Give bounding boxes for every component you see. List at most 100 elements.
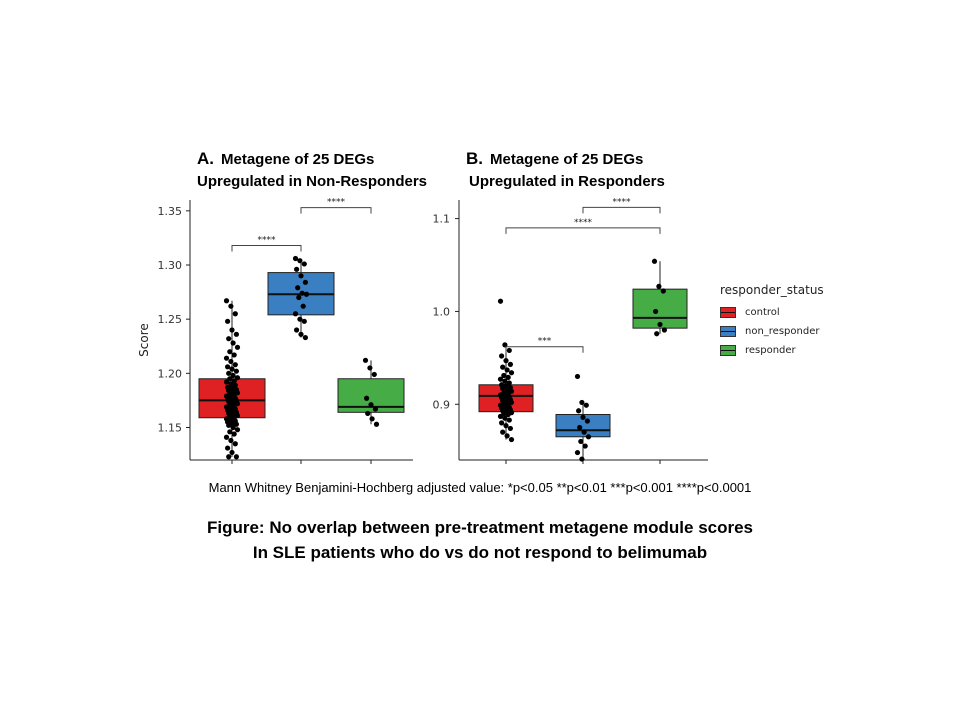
panel-a-point-non_responder [302,334,308,341]
panel-a-point-control [232,382,238,388]
panel-a-point-control [234,427,241,433]
panel-a-y-tick-label: 1.15 [158,422,183,435]
legend-label-responder: responder [745,345,796,356]
panel-b-significance-label: **** [574,218,593,228]
panel-b-point-control [504,433,510,439]
panel-a-y-tick-label: 1.30 [158,259,183,272]
panel-b-point-control [503,358,509,364]
panel-a-point-non_responder [295,285,301,291]
panel-a-point-control [230,340,236,346]
panel-b-letter: B. [466,149,483,168]
panel-b-point-non_responder [578,438,584,445]
panel-b-point-non_responder [577,424,583,431]
panel-a-point-control [227,349,233,355]
panel-b-point-non_responder [582,443,588,449]
panel-a-point-control [226,422,232,428]
panel-b-point-control [507,361,513,367]
panel-a-y-tick-label: 1.20 [158,367,183,380]
legend-item-control: control [720,303,824,322]
panel-a-title: A. Metagene of 25 DEGs Upregulated in Non… [197,148,427,193]
panel-a-point-non_responder [296,294,302,301]
caption-line1: Figure: No overlap between pre-treatment… [206,518,754,537]
legend-item-responder: responder [720,341,824,360]
panel-a-point-control [233,454,239,460]
significance-footnote: Mann Whitney Benjamini-Hochberg adjusted… [208,480,752,495]
panel-a-point-non_responder [301,261,307,267]
panel-a-point-control [232,362,238,368]
panel-a-point-responder [367,365,373,371]
panel-b-title-line1: Metagene of 25 DEGs [490,151,644,168]
panel-a-point-non_responder [292,311,299,317]
panel-b-point-non_responder [579,399,585,406]
panel-a-point-non_responder [297,316,303,322]
panel-b-significance-label: *** [538,337,552,347]
panel-a-point-control [227,376,233,382]
panel-a-point-non_responder [298,273,304,279]
panel-a-point-control [233,368,239,374]
caption-line2: In SLE patients who do vs do not respond… [252,543,708,562]
panel-b-point-non_responder [581,429,587,435]
panel-a-significance-label: **** [258,236,277,246]
panel-a-point-non_responder [298,331,304,337]
panel-b-point-non_responder [576,408,582,414]
panel-a-point-control [230,424,236,431]
panel-b-point-non_responder [584,418,591,424]
panel-a-point-responder [362,357,369,363]
panel-a-letter: A. [197,149,214,168]
legend-key-non-responder [720,326,736,337]
panel-a-point-control [230,372,236,379]
panel-b-point-responder [657,321,663,328]
panel-b-significance-bracket [505,346,584,353]
panel-b-point-control [500,364,506,370]
panel-a-point-control [233,331,239,337]
panel-b-point-responder [656,283,662,289]
panel-b-point-control [501,372,507,379]
panel-a-point-control [223,379,230,385]
panel-b-title: B. Metagene of 25 DEGs Upregulated in Res… [466,148,665,193]
panel-a-point-control [231,352,237,358]
panel-a-point-control [232,311,238,317]
panel-b-point-control [504,367,510,373]
panel-a-point-control [228,381,234,387]
panel-b-point-control [502,342,508,348]
panel-a-point-non_responder [299,290,305,296]
panel-a-point-non_responder [302,279,308,285]
panel-b-point-responder [661,327,668,333]
panel-a-point-non_responder [301,318,307,324]
panel-a-point-non_responder [294,266,300,272]
panel-a-significance-bracket [231,245,302,252]
panel-b-point-control [508,436,515,443]
panel-b-point-responder [653,308,659,315]
panel-a-significance-bracket [300,207,372,214]
panel-b-box-responder [632,288,688,329]
panel-a-point-responder [372,406,378,412]
panel-b-point-control [505,374,511,380]
panel-b-significance-label: **** [613,197,632,207]
panel-b-point-control [502,415,508,421]
panel-a-point-control [234,344,241,350]
panel-a-title-line2: Upregulated in Non-Responders [197,173,428,190]
panel-a-point-control [228,303,234,309]
panel-b-point-responder [651,258,658,264]
panel-b-y-tick-label: 1.0 [433,305,451,318]
panel-a-point-control [233,421,239,427]
panel-b-point-control [499,420,505,426]
panel-b-significance-bracket [582,206,661,214]
panel-a-point-non_responder [297,258,303,264]
panel-a-point-control [225,364,231,370]
panel-b-point-non_responder [583,402,589,408]
panel-a-point-control [226,454,232,460]
panel-a-point-control [231,378,237,384]
panel-a-point-non_responder [292,255,299,262]
panel-a-point-responder [369,416,375,422]
figure-caption: Figure: No overlap between pre-treatment… [0,515,960,565]
panel-b-y-tick-label: 1.1 [433,213,451,226]
panel-b-point-control [499,353,505,359]
panel-b-point-control [497,413,504,419]
legend: responder_status control non_responder r… [720,283,824,360]
panel-a-point-non_responder [294,327,300,333]
panel-a-point-control [223,298,230,304]
panel-b-point-non_responder [574,373,581,380]
panel-b-title-line2: Upregulated in Responders [469,173,665,190]
